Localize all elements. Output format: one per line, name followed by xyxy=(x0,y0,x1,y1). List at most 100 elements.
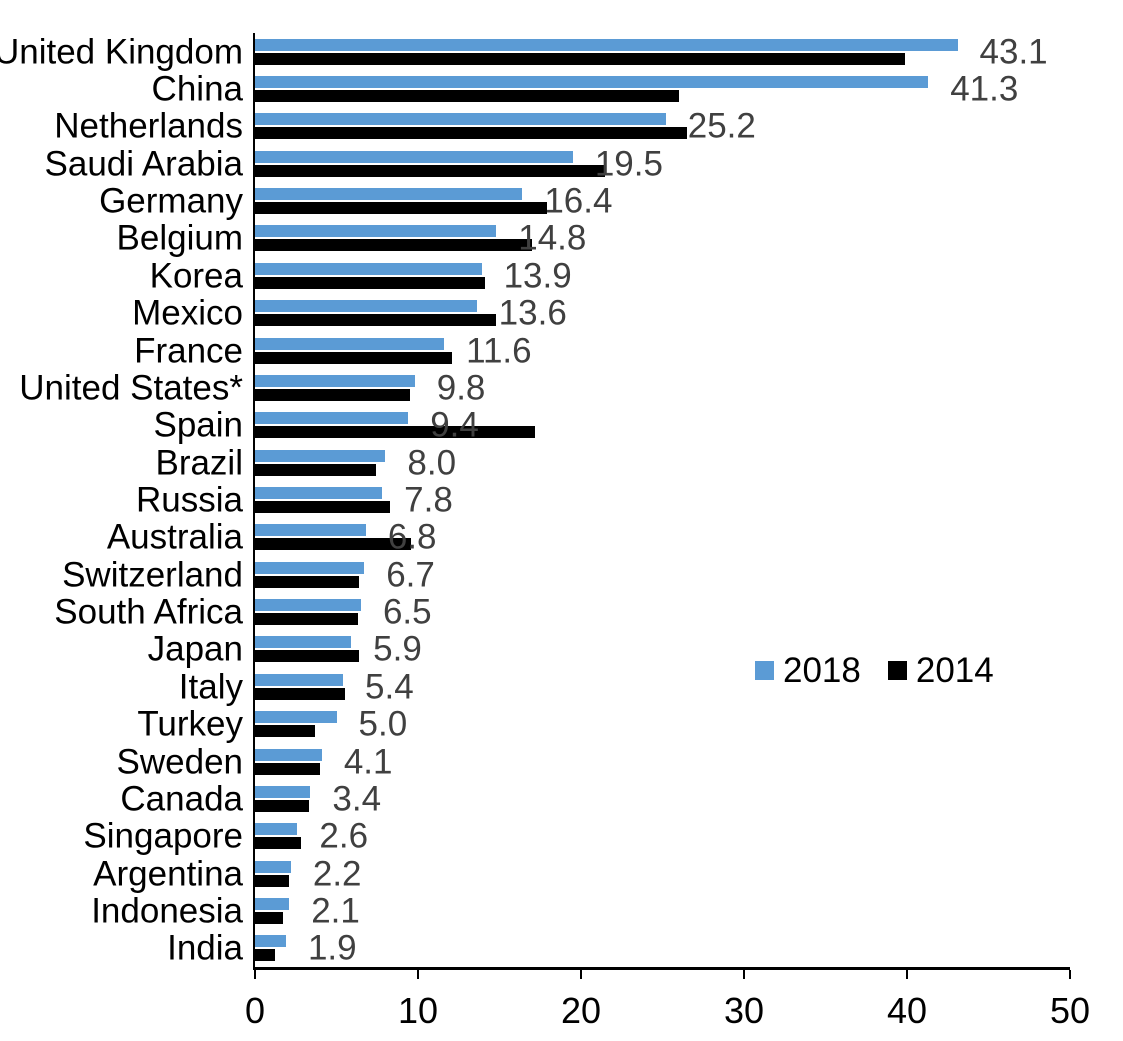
category-label: Switzerland xyxy=(62,555,243,595)
value-label: 16.4 xyxy=(544,181,613,221)
value-label: 8.0 xyxy=(407,443,457,483)
bar-2018 xyxy=(255,225,497,238)
legend-swatch-2018 xyxy=(755,661,774,680)
value-label: 2.1 xyxy=(311,891,360,931)
bar-2018 xyxy=(255,673,344,686)
chart-row: Korea 13.9 xyxy=(150,256,1070,296)
category-label: South Africa xyxy=(54,592,243,632)
x-tick-mark xyxy=(906,970,908,979)
chart-row: Belgium 14.8 xyxy=(117,218,1070,258)
category-label: United Kingdom xyxy=(0,32,243,72)
bar-2014 xyxy=(255,762,321,775)
bar-2018 xyxy=(255,449,386,462)
category-label: Japan xyxy=(147,629,243,669)
category-label: Spain xyxy=(153,405,243,445)
x-axis: 0 10 20 30 40 50 xyxy=(245,33,1090,1029)
chart-row: Sweden 4.1 xyxy=(117,742,1070,781)
chart-row: United Kingdom 43.1 xyxy=(0,32,1070,72)
x-tick-mark xyxy=(580,970,582,979)
bar-2014 xyxy=(255,687,345,700)
x-tick-label: 0 xyxy=(244,990,266,1031)
value-label: 14.8 xyxy=(518,218,587,258)
value-label: 1.9 xyxy=(307,928,357,968)
bar-2018 xyxy=(255,412,409,425)
category-label: Netherlands xyxy=(54,106,243,146)
x-tick-label: 30 xyxy=(723,990,765,1031)
x-tick-mark xyxy=(743,970,745,979)
value-label: 9.4 xyxy=(430,405,479,445)
category-label: Indonesia xyxy=(91,891,243,931)
bar-2014 xyxy=(255,90,679,103)
bar-2018 xyxy=(255,38,958,51)
category-label: Sweden xyxy=(116,742,243,781)
bar-2018 xyxy=(255,76,929,89)
chart-row: South Africa 6.5 xyxy=(54,592,1070,632)
value-label: 41.3 xyxy=(950,69,1019,109)
value-label: 4.1 xyxy=(343,742,393,781)
x-tick-mark xyxy=(1069,970,1071,979)
x-tick-label: 20 xyxy=(560,990,602,1031)
value-label: 11.6 xyxy=(466,331,532,371)
bar-2014 xyxy=(255,239,533,252)
bar-2014 xyxy=(255,52,906,65)
x-tick-label: 10 xyxy=(397,990,439,1031)
category-label: United States* xyxy=(19,368,243,408)
chart-row: Japan 5.9 xyxy=(148,631,1070,668)
value-label: 3.4 xyxy=(332,779,382,819)
value-label: 9.8 xyxy=(436,368,486,408)
chart-row: Canada 3.4 xyxy=(120,779,1070,819)
bar-2014 xyxy=(255,426,536,439)
legend-swatch-2014 xyxy=(887,661,907,680)
category-label: Argentina xyxy=(93,854,243,894)
bar-2014 xyxy=(255,276,485,289)
bar-2014 xyxy=(255,500,391,513)
bar-2014 xyxy=(255,613,358,626)
bar-2014 xyxy=(255,538,412,551)
bar-2014 xyxy=(255,949,275,962)
bar-2018 xyxy=(255,599,361,612)
bar-2014 xyxy=(255,164,606,177)
chart-row: Russia 7.8 xyxy=(136,480,1070,520)
chart-row: France 11.6 xyxy=(134,331,1070,371)
chart-row: Australia 6.8 xyxy=(107,517,1070,557)
value-label: 2.2 xyxy=(312,854,362,894)
chart-row: Indonesia 2.1 xyxy=(91,891,1070,931)
bar-2014 xyxy=(255,314,497,327)
bar-2018 xyxy=(255,636,352,649)
chart-row: Switzerland 6.7 xyxy=(62,555,1070,595)
chart-row: Germany 16.4 xyxy=(99,181,1070,221)
category-label: Australia xyxy=(106,517,243,557)
chart-row: China 41.3 xyxy=(152,69,1070,109)
category-label: Italy xyxy=(178,667,243,707)
bar-2014 xyxy=(255,202,547,215)
plot-area: United Kingdom 43.1 China 41.3 Netherlands 25… xyxy=(0,32,1090,1029)
bar-2018 xyxy=(255,188,523,201)
category-label: Saudi Arabia xyxy=(44,144,243,184)
category-label: Belgium xyxy=(116,218,243,258)
value-label: 6.8 xyxy=(387,517,437,557)
bar-2014 xyxy=(255,911,283,924)
category-label: Russia xyxy=(136,480,243,520)
chart-row: Italy 5.4 xyxy=(179,668,1070,705)
bar-2018 xyxy=(255,113,666,126)
value-label: 43.1 xyxy=(979,32,1048,72)
chart-row: Brazil 8.0 xyxy=(155,443,1070,483)
bar-2014 xyxy=(255,127,687,140)
value-label: 19.5 xyxy=(594,144,663,184)
category-label: Brazil xyxy=(155,443,243,483)
bar-2018 xyxy=(255,524,366,537)
category-label: Canada xyxy=(120,779,243,819)
chart-row: Singapore 2.6 xyxy=(83,818,1070,855)
value-label: 7.8 xyxy=(404,480,453,520)
category-label: Singapore xyxy=(83,816,243,856)
bar-2018 xyxy=(255,785,311,798)
bar-2014 xyxy=(255,725,316,738)
bar-2014 xyxy=(255,388,410,401)
value-label: 25.2 xyxy=(687,106,756,146)
chart-row: Saudi Arabia 19.5 xyxy=(45,144,1070,184)
value-label: 6.7 xyxy=(386,555,435,595)
x-tick-label: 40 xyxy=(886,990,928,1031)
bar-2014 xyxy=(255,874,290,887)
value-label: 6.5 xyxy=(382,592,432,632)
value-label: 13.9 xyxy=(503,256,572,296)
